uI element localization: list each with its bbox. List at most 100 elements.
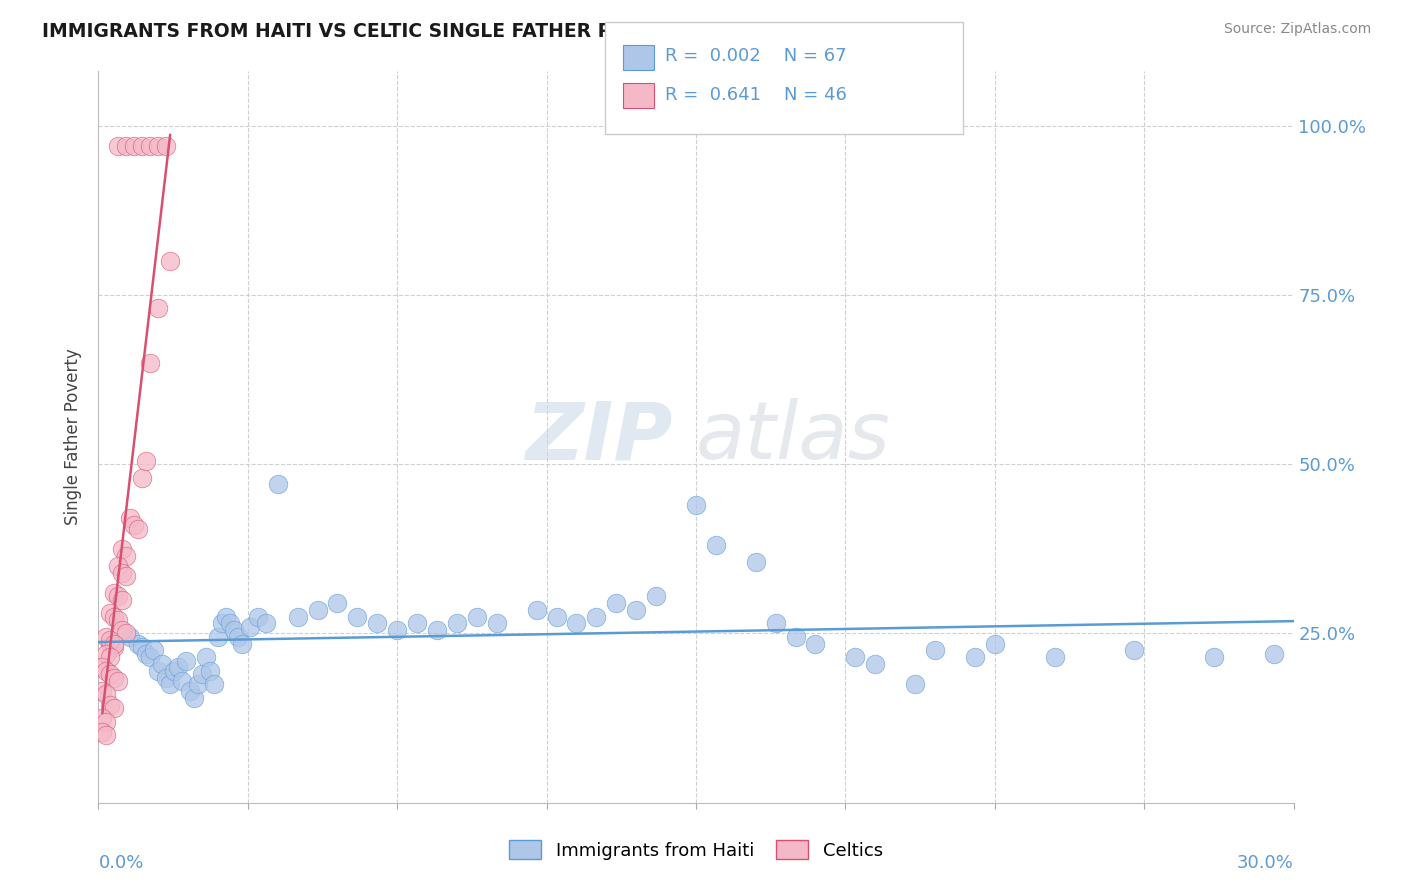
Point (704, 538, 727, 552)
Point (107, 589, 129, 603)
Point (91, 724, 114, 739)
Point (103, 637, 125, 651)
Point (131, 640, 153, 654)
Point (183, 690, 205, 705)
Point (605, 596, 627, 610)
Point (111, 592, 134, 607)
Text: IMMIGRANTS FROM HAITI VS CELTIC SINGLE FATHER POVERTY CORRELATION CHART: IMMIGRANTS FROM HAITI VS CELTIC SINGLE F… (42, 22, 925, 41)
Point (96, 714, 118, 729)
Point (785, 630, 807, 644)
Text: R =  0.641    N = 46: R = 0.641 N = 46 (665, 86, 846, 103)
Point (924, 643, 946, 657)
Point (172, 673, 194, 688)
Point (96, 630, 118, 644)
Point (385, 623, 409, 637)
Point (426, 623, 449, 637)
Point (465, 609, 488, 624)
Point (346, 609, 368, 624)
Point (107, 139, 129, 153)
Point (111, 541, 134, 556)
Point (98, 667, 122, 681)
Point (167, 660, 190, 674)
Text: ZIP: ZIP (524, 398, 672, 476)
Point (222, 623, 245, 637)
Point (148, 301, 170, 316)
Y-axis label: Single Father Poverty: Single Father Poverty (65, 349, 83, 525)
Point (107, 613, 129, 627)
Legend: Immigrants from Haiti, Celtics: Immigrants from Haiti, Celtics (502, 832, 890, 867)
Point (984, 637, 1007, 651)
Point (103, 701, 125, 715)
Point (226, 630, 249, 644)
Point (103, 609, 125, 624)
Point (155, 671, 177, 685)
Point (96, 664, 118, 678)
Point (98, 633, 122, 648)
Point (865, 657, 887, 671)
Text: 0.0%: 0.0% (98, 854, 143, 872)
Point (107, 673, 129, 688)
Point (187, 677, 209, 691)
Point (526, 603, 548, 617)
Point (96, 688, 118, 702)
Point (174, 654, 197, 668)
Point (155, 139, 177, 153)
Point (267, 477, 290, 491)
Point (98, 650, 122, 665)
Point (150, 657, 173, 671)
Point (485, 616, 508, 631)
Point (219, 616, 242, 631)
Point (139, 355, 162, 369)
Point (115, 626, 138, 640)
Point (139, 650, 162, 665)
Point (179, 684, 201, 698)
Point (326, 596, 349, 610)
Point (804, 637, 827, 651)
Point (111, 566, 134, 580)
Point (307, 603, 329, 617)
Point (115, 139, 138, 153)
Point (745, 555, 768, 569)
Point (215, 609, 238, 624)
Point (91, 660, 114, 674)
Point (904, 677, 927, 691)
Point (406, 616, 429, 631)
Point (963, 650, 986, 665)
Point (645, 589, 668, 603)
Point (239, 620, 262, 634)
Point (127, 637, 149, 651)
Point (198, 664, 221, 678)
Point (231, 637, 253, 651)
Point (366, 616, 388, 631)
Point (124, 139, 146, 153)
Point (124, 518, 146, 533)
Point (103, 671, 125, 685)
Point (98, 698, 122, 712)
Point (107, 558, 129, 573)
Point (1202, 650, 1225, 665)
Point (287, 609, 309, 624)
Text: R =  0.002    N = 67: R = 0.002 N = 67 (665, 47, 846, 65)
Point (120, 511, 142, 525)
Point (111, 623, 134, 637)
Point (1123, 643, 1146, 657)
Point (685, 498, 707, 512)
Point (844, 650, 866, 665)
Point (103, 586, 125, 600)
Point (148, 664, 170, 678)
Point (254, 616, 277, 631)
Point (96, 647, 118, 661)
Point (98, 637, 122, 651)
Point (765, 616, 787, 631)
Point (135, 454, 157, 468)
Point (1043, 650, 1066, 665)
Point (163, 664, 186, 678)
Point (135, 647, 157, 661)
Point (139, 139, 162, 153)
Point (195, 650, 218, 665)
Point (246, 609, 269, 624)
Text: 30.0%: 30.0% (1237, 854, 1294, 872)
Point (115, 569, 138, 583)
Point (1263, 647, 1285, 661)
Point (98, 606, 122, 620)
